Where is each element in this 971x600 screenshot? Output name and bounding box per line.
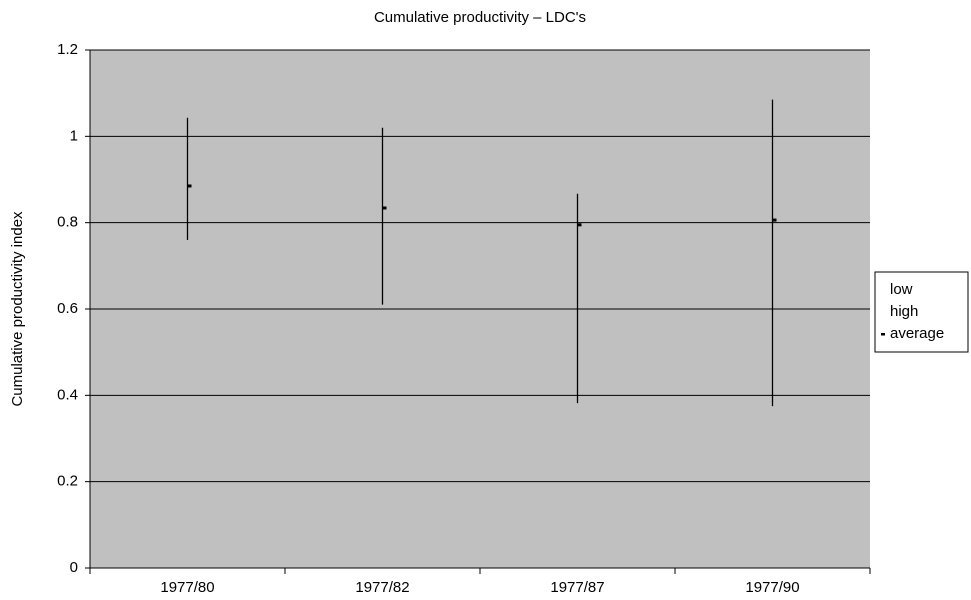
- y-axis-label: Cumulative productivity index: [9, 211, 26, 407]
- chart-title: Cumulative productivity – LDC's: [374, 9, 586, 26]
- x-tick-label: 1977/90: [745, 579, 799, 596]
- y-tick-label: 0.4: [57, 386, 78, 403]
- y-tick-label: 0.8: [57, 214, 78, 231]
- y-tick-label: 0.6: [57, 300, 78, 317]
- x-tick-label: 1977/87: [550, 579, 604, 596]
- average-marker: [577, 223, 582, 227]
- average-marker: [772, 218, 777, 222]
- legend-box: [874, 271, 969, 353]
- legend-marker: [881, 333, 885, 336]
- legend-label: low: [890, 281, 913, 298]
- y-tick-label: 1: [70, 127, 78, 144]
- average-marker: [382, 206, 387, 210]
- x-tick-label: 1977/80: [160, 579, 214, 596]
- legend-label: average: [890, 325, 944, 342]
- legend-label: high: [890, 303, 918, 320]
- x-tick-label: 1977/82: [355, 579, 409, 596]
- y-tick-label: 1.2: [57, 41, 78, 58]
- average-marker: [187, 184, 192, 188]
- y-tick-label: 0: [70, 559, 78, 576]
- y-tick-label: 0.2: [57, 473, 78, 490]
